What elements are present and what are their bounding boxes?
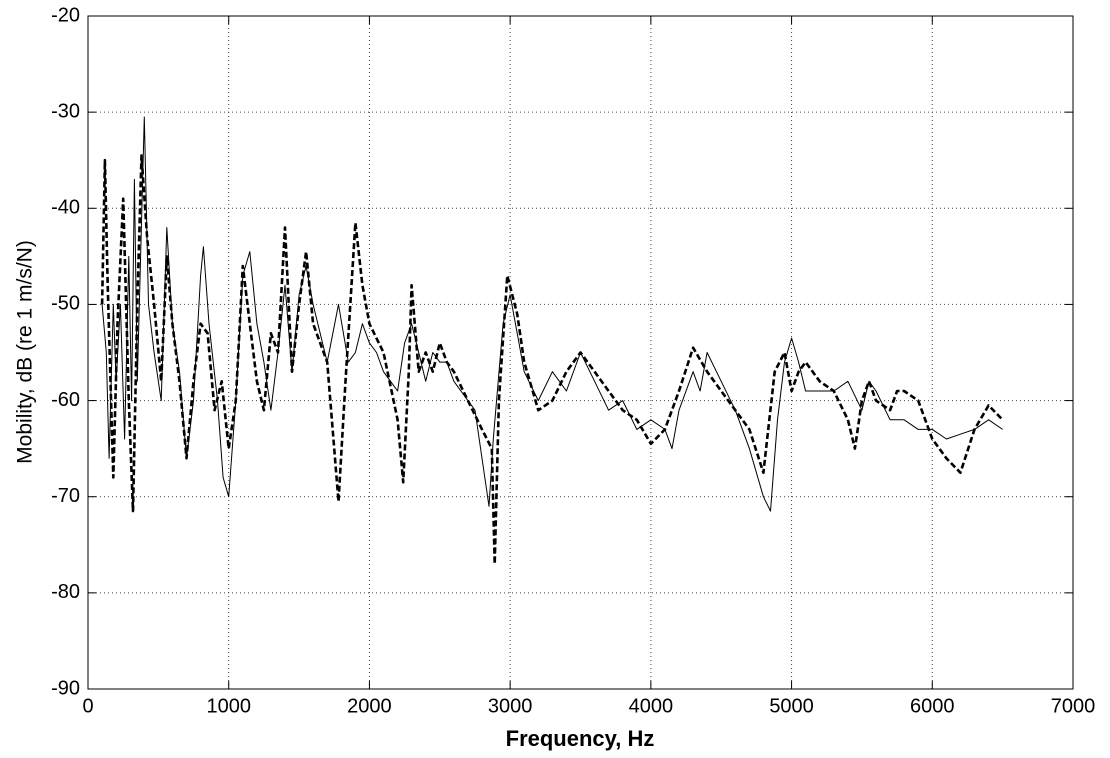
y-axis-label: Mobility, dB (re 1 m/s/N): [14, 240, 37, 464]
x-tick-label: 1000: [206, 695, 251, 717]
y-tick-label: -40: [51, 197, 80, 219]
x-tick-label: 4000: [629, 695, 674, 717]
y-tick-label: -60: [51, 389, 80, 411]
series-line: [101, 116, 1003, 512]
plot-frame: [87, 15, 1074, 690]
y-tick-label: -80: [51, 581, 80, 603]
y-tick-label: -50: [51, 293, 80, 315]
x-tick-label: 7000: [1051, 695, 1096, 717]
x-tick-label: 3000: [488, 695, 533, 717]
x-tick-label: 5000: [769, 695, 814, 717]
series-line: [100, 154, 1004, 566]
x-tick-label: 2000: [347, 695, 392, 717]
y-tick-label: -70: [51, 485, 80, 507]
y-tick-label: -90: [51, 677, 80, 699]
y-tick-label: -30: [51, 100, 80, 122]
x-tick-label: 6000: [910, 695, 955, 717]
x-tick-label: 0: [82, 695, 93, 717]
x-axis-label: Frequency, Hz: [506, 726, 655, 751]
y-tick-label: -20: [51, 4, 80, 26]
